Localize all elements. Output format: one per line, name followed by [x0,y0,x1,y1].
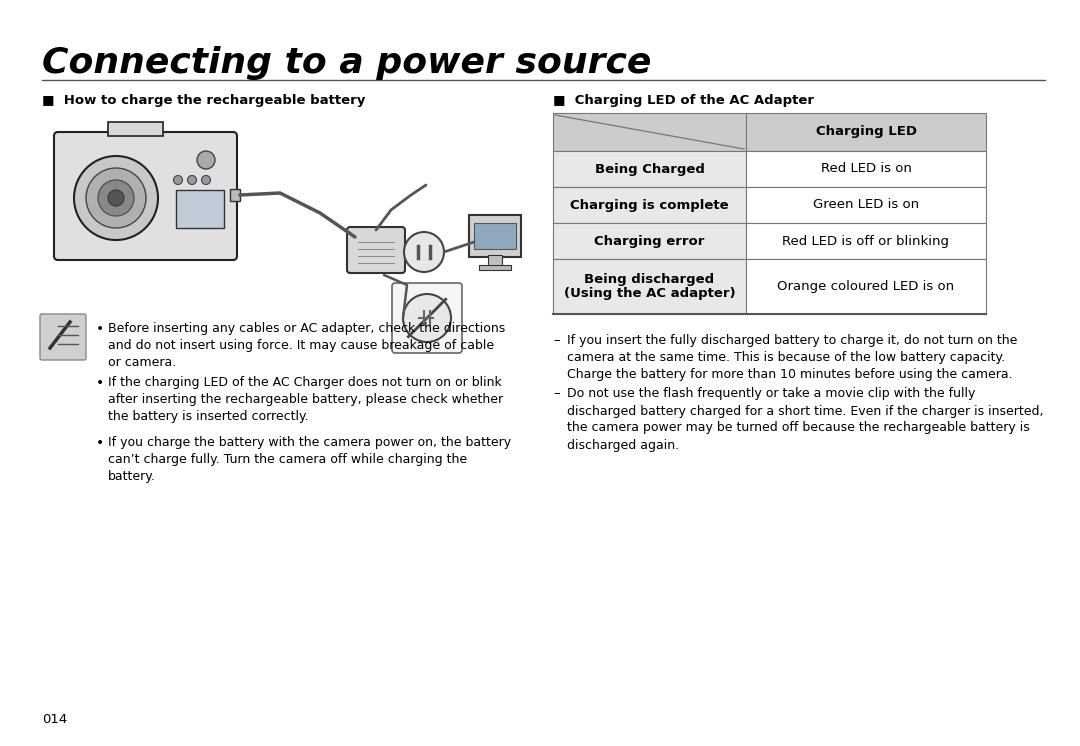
Bar [553,259,746,314]
Text: Orange coloured LED is on: Orange coloured LED is on [778,280,955,293]
Bar [746,187,986,223]
Text: If you charge the battery with the camera power on, the battery
can’t charge ful: If you charge the battery with the camer… [108,436,511,483]
FancyBboxPatch shape [54,132,237,260]
Bar [553,223,746,259]
Circle shape [403,294,451,342]
Bar [176,190,224,228]
Bar [553,151,746,187]
Text: •: • [96,436,105,450]
Text: Being discharged
(Using the AC adapter): Being discharged (Using the AC adapter) [564,272,735,301]
Circle shape [86,168,146,228]
Bar [108,122,163,136]
Bar [553,187,746,223]
Circle shape [188,175,197,184]
Text: Red LED is on: Red LED is on [821,163,912,175]
Text: 014: 014 [42,713,67,726]
Bar [746,223,986,259]
Circle shape [197,151,215,169]
Text: Charging is complete: Charging is complete [570,198,729,212]
Text: If you insert the fully discharged battery to charge it, do not turn on the
came: If you insert the fully discharged batte… [567,334,1017,381]
Bar [488,255,502,267]
Text: Green LED is on: Green LED is on [813,198,919,212]
FancyBboxPatch shape [347,227,405,273]
Circle shape [202,175,211,184]
Text: ■  How to charge the rechargeable battery: ■ How to charge the rechargeable battery [42,94,365,107]
Text: ■  Charging LED of the AC Adapter: ■ Charging LED of the AC Adapter [553,94,814,107]
FancyBboxPatch shape [392,283,462,353]
Text: Charging error: Charging error [594,234,704,248]
Bar [230,189,240,201]
Text: Connecting to a power source: Connecting to a power source [42,46,651,80]
Circle shape [404,232,444,272]
Bar [746,259,986,314]
Text: Red LED is off or blinking: Red LED is off or blinking [783,234,949,248]
Text: –: – [553,387,559,401]
Text: •: • [96,376,105,390]
Circle shape [75,156,158,240]
Text: Charging LED: Charging LED [815,125,917,139]
Bar [746,151,986,187]
Bar [480,265,511,270]
Bar [553,113,746,151]
Text: Being Charged: Being Charged [595,163,704,175]
Text: If the charging LED of the AC Charger does not turn on or blink
after inserting : If the charging LED of the AC Charger do… [108,376,503,423]
Text: Before inserting any cables or AC adapter, check the directions
and do not inser: Before inserting any cables or AC adapte… [108,322,505,369]
Circle shape [174,175,183,184]
FancyBboxPatch shape [40,314,86,360]
Text: Do not use the flash frequently or take a movie clip with the fully
discharged b: Do not use the flash frequently or take … [567,387,1043,451]
Bar [746,113,986,151]
Text: –: – [553,334,559,347]
Bar [474,223,516,249]
Text: •: • [96,322,105,336]
Circle shape [108,190,124,206]
Circle shape [98,180,134,216]
Bar [469,215,521,257]
